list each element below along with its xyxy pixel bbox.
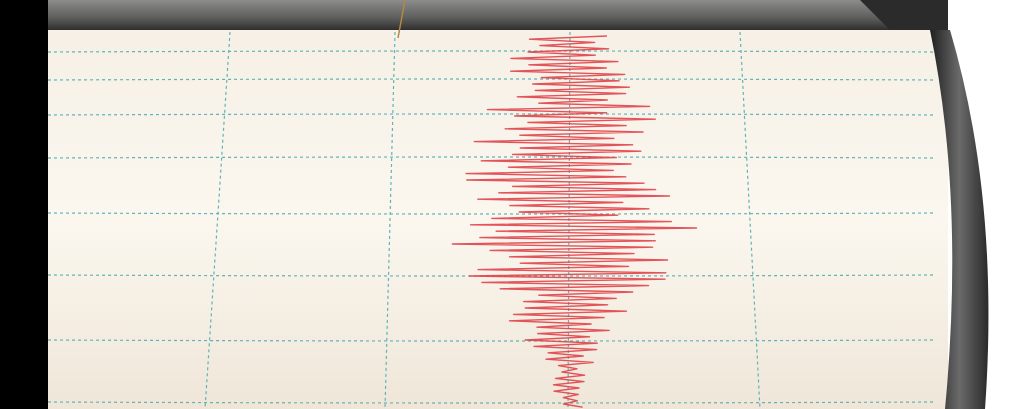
left-border (0, 0, 48, 409)
trace-line (451, 35, 698, 408)
paper (48, 30, 948, 409)
grid (47, 31, 936, 409)
top-bar (48, 0, 948, 30)
grid-column (384, 31, 396, 409)
grid-column (204, 31, 231, 409)
drum-edge (930, 30, 989, 409)
grid-column (739, 31, 761, 409)
stylus (397, 0, 406, 39)
bar-end (860, 0, 948, 30)
trace (451, 35, 698, 408)
